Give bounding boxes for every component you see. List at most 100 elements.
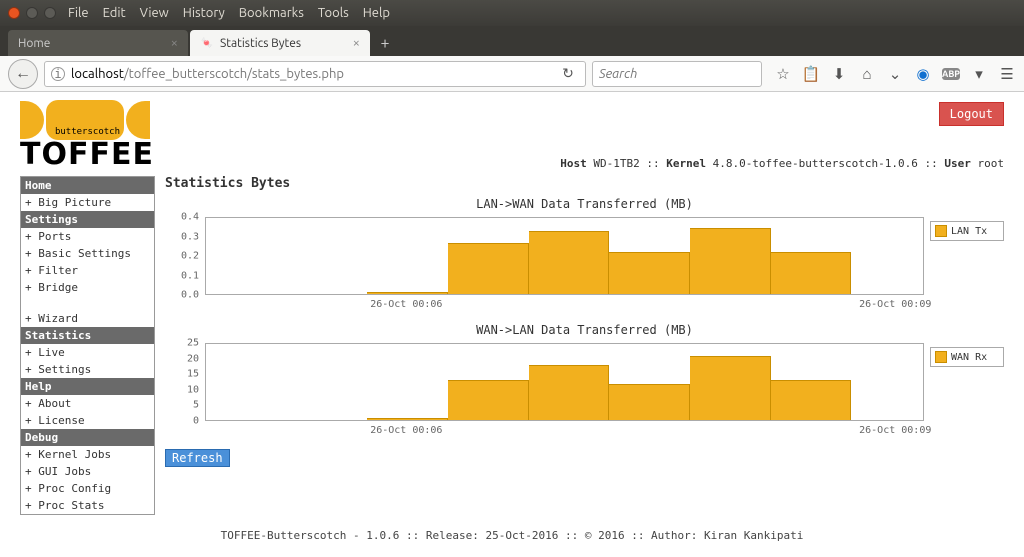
home-icon[interactable]: ⌂ [858, 65, 876, 83]
clipboard-icon[interactable]: 📋 [802, 65, 820, 83]
browser-tab-inactive[interactable]: Home × [8, 30, 188, 56]
chart: WAN->LAN Data Transferred (MB)0510152025… [165, 323, 1004, 439]
chart-bar [529, 231, 610, 294]
url-text: localhost/toffee_butterscotch/stats_byte… [71, 67, 557, 81]
page-body: Logout butterscotch TOFFEE Host WD-1TB2 … [0, 92, 1024, 552]
y-tick-label: 5 [193, 400, 199, 411]
logo-icon: butterscotch [20, 100, 150, 140]
tab-title: Home [18, 37, 165, 50]
chart-title: WAN->LAN Data Transferred (MB) [165, 323, 1004, 337]
main-panel: Statistics Bytes LAN->WAN Data Transferr… [165, 176, 1004, 515]
window-maximize-button[interactable] [44, 7, 56, 19]
tab-close-icon[interactable]: × [171, 36, 178, 50]
chart-bar [529, 365, 610, 420]
page-title: Statistics Bytes [165, 176, 1004, 191]
chart-bar [690, 228, 771, 295]
sidebar-section-header[interactable]: Home [21, 177, 154, 194]
sidebar-item[interactable]: + Live [21, 344, 154, 361]
os-menu-item[interactable]: Tools [318, 6, 349, 20]
y-tick-label: 0 [193, 416, 199, 427]
chart-bar [609, 384, 690, 420]
nav-back-button[interactable]: ← [8, 59, 38, 89]
legend-label: LAN Tx [951, 226, 987, 237]
abp-icon[interactable]: ABP [942, 68, 960, 80]
chart-bar [448, 243, 529, 294]
logo: butterscotch TOFFEE [20, 100, 154, 170]
sidebar-item[interactable]: + Settings [21, 361, 154, 378]
legend-swatch-icon [935, 351, 947, 363]
y-tick-label: 0.0 [181, 290, 199, 301]
downloads-icon[interactable]: ⬇ [830, 65, 848, 83]
y-tick-label: 10 [187, 384, 199, 395]
sidebar-section-header[interactable]: Settings [21, 211, 154, 228]
chart-bar [609, 252, 690, 294]
dropdown-chevron-icon[interactable]: ▾ [970, 65, 988, 83]
sidebar-item[interactable]: + Ports [21, 228, 154, 245]
refresh-button[interactable]: Refresh [165, 449, 230, 467]
os-menu-item[interactable]: Edit [103, 6, 126, 20]
page-footer: TOFFEE-Butterscotch - 1.0.6 :: Release: … [20, 523, 1004, 548]
logo-subtext: butterscotch [55, 127, 120, 137]
chart-box: 0.00.10.20.30.426-Oct 00:0626-Oct 00:09L… [165, 213, 1004, 313]
host-info-line: Host WD-1TB2 :: Kernel 4.8.0-toffee-butt… [560, 157, 1004, 170]
chart-box: 051015202526-Oct 00:0626-Oct 00:09WAN Rx [165, 339, 1004, 439]
sidebar-item[interactable]: + About [21, 395, 154, 412]
sidebar-item[interactable]: + Big Picture [21, 194, 154, 211]
os-menu-item[interactable]: Help [363, 6, 390, 20]
sidebar-item[interactable]: + Bridge [21, 279, 154, 296]
sidebar-item[interactable]: + Kernel Jobs [21, 446, 154, 463]
os-menu-item[interactable]: File [68, 6, 89, 20]
logout-button[interactable]: Logout [939, 102, 1004, 126]
content-area: Home+ Big PictureSettings+ Ports+ Basic … [20, 176, 1004, 515]
browser-search-box[interactable] [592, 61, 762, 87]
browser-toolbar: ← i localhost/toffee_butterscotch/stats_… [0, 56, 1024, 92]
y-tick-label: 0.3 [181, 231, 199, 242]
sidebar-item[interactable]: + Wizard [21, 310, 154, 327]
hamburger-menu-icon[interactable]: ☰ [998, 65, 1016, 83]
window-minimize-button[interactable] [26, 7, 38, 19]
new-tab-button[interactable]: + [372, 30, 398, 56]
sidebar-item[interactable]: + Filter [21, 262, 154, 279]
os-menu-item[interactable]: View [140, 6, 169, 20]
sidebar-spacer [21, 296, 154, 310]
os-menu-item[interactable]: History [183, 6, 225, 20]
chart-legend: LAN Tx [930, 221, 1004, 241]
chart-legend: WAN Rx [930, 347, 1004, 367]
x-tick-label: 26-Oct 00:09 [859, 425, 931, 436]
y-tick-label: 0.2 [181, 251, 199, 262]
sidebar-section-header[interactable]: Debug [21, 429, 154, 446]
x-tick-label: 26-Oct 00:09 [859, 299, 931, 310]
page-header: butterscotch TOFFEE Host WD-1TB2 :: Kern… [20, 100, 1004, 170]
search-input[interactable] [599, 67, 755, 81]
chart-bar [771, 252, 852, 294]
sidebar-item[interactable]: + Basic Settings [21, 245, 154, 262]
chart-bar [771, 380, 852, 420]
addon-blue-icon[interactable]: ◉ [914, 65, 932, 83]
y-tick-label: 25 [187, 338, 199, 349]
os-menu-item[interactable]: Bookmarks [239, 6, 304, 20]
window-buttons [8, 7, 56, 19]
sidebar-item[interactable]: + Proc Config [21, 480, 154, 497]
sidebar-section-header[interactable]: Statistics [21, 327, 154, 344]
sidebar-item[interactable]: + License [21, 412, 154, 429]
reload-button[interactable]: ↻ [557, 65, 579, 82]
tab-close-icon[interactable]: × [353, 36, 360, 50]
sidebar-section-header[interactable]: Help [21, 378, 154, 395]
chart-title: LAN->WAN Data Transferred (MB) [165, 197, 1004, 211]
legend-swatch-icon [935, 225, 947, 237]
tab-title: Statistics Bytes [220, 37, 347, 50]
url-bar[interactable]: i localhost/toffee_butterscotch/stats_by… [44, 61, 586, 87]
y-tick-label: 0.1 [181, 270, 199, 281]
bookmark-star-icon[interactable]: ☆ [774, 65, 792, 83]
y-axis: 0.00.10.20.30.4 [165, 217, 201, 295]
system-titlebar: File Edit View History Bookmarks Tools Help [0, 0, 1024, 26]
browser-tab-active[interactable]: 🍬 Statistics Bytes × [190, 30, 370, 56]
sidebar-item[interactable]: + Proc Stats [21, 497, 154, 514]
pocket-icon[interactable]: ⌄ [886, 65, 904, 83]
x-tick-label: 26-Oct 00:06 [370, 299, 442, 310]
sidebar-item[interactable]: + GUI Jobs [21, 463, 154, 480]
window-close-button[interactable] [8, 7, 20, 19]
site-info-icon[interactable]: i [51, 67, 65, 81]
y-tick-label: 20 [187, 353, 199, 364]
toolbar-icons: ☆ 📋 ⬇ ⌂ ⌄ ◉ ABP ▾ ☰ [774, 65, 1016, 83]
